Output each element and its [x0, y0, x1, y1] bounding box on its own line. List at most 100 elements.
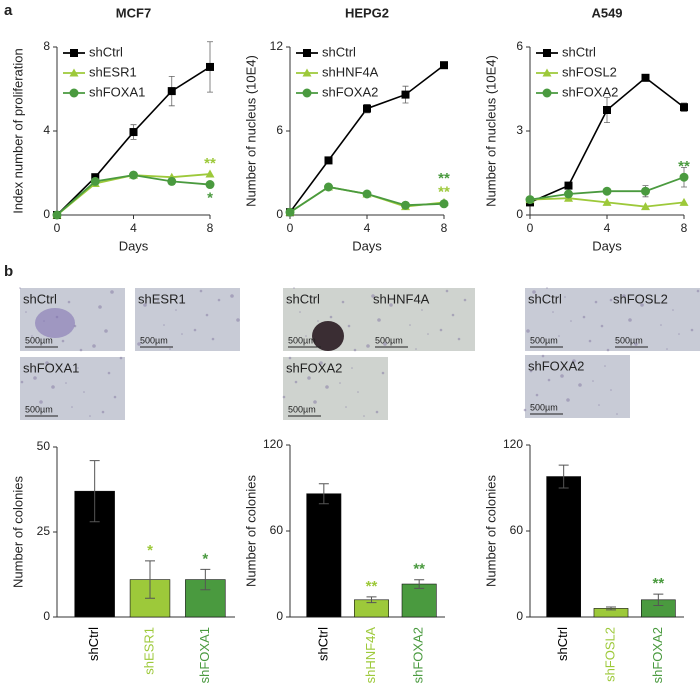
marker: [602, 186, 612, 196]
y-axis-label: Number of colonies: [483, 475, 498, 587]
micrograph-label: shFOSL2: [613, 291, 668, 306]
error-bar: [414, 579, 425, 589]
panel-label: a: [4, 2, 13, 19]
x-tick-label: shESR1: [141, 627, 156, 675]
cell-speck: [341, 300, 345, 304]
cell-speck: [366, 344, 370, 348]
marker: [206, 62, 214, 71]
micrograph-label: shCtrl: [23, 291, 57, 306]
cell-speck: [654, 300, 656, 302]
cell-speck: [143, 303, 147, 307]
error-bar: [200, 568, 211, 591]
significance-mark: *: [147, 542, 153, 559]
cell-speck: [20, 380, 24, 384]
cell-speck: [71, 406, 73, 408]
scale-label: 500µm: [288, 404, 316, 414]
marker: [205, 180, 215, 190]
cell-speck: [383, 342, 387, 346]
cell-speck: [564, 296, 566, 298]
significance-mark: *: [207, 190, 213, 207]
scale-label: 500µm: [25, 404, 53, 414]
cell-speck: [594, 300, 598, 304]
cell-speck: [67, 300, 71, 304]
marker: [680, 103, 688, 112]
scale-label: 500µm: [615, 335, 643, 345]
cell-speck: [445, 289, 449, 293]
marker: [439, 199, 449, 209]
legend-label: shFOSL2: [562, 64, 617, 79]
cell-speck: [25, 311, 27, 313]
cell-speck: [319, 361, 323, 365]
marker: [362, 189, 372, 199]
bar: [401, 583, 437, 618]
marker: [324, 156, 333, 165]
cell-speck: [696, 289, 700, 293]
cell-speck: [403, 300, 405, 302]
marker: [302, 68, 312, 77]
cell-speck: [451, 313, 455, 317]
error-bar: [89, 460, 100, 523]
marker: [564, 189, 573, 199]
significance-mark: **: [438, 170, 450, 187]
cell-speck: [307, 376, 311, 380]
error-bar: [558, 464, 569, 489]
micrograph: [283, 357, 388, 420]
micrograph-label: shFOXA2: [528, 358, 584, 373]
cell-speck: [51, 385, 55, 389]
marker: [303, 49, 311, 57]
cell-speck: [427, 333, 429, 335]
y-tick-label: 6: [516, 39, 523, 53]
marker: [167, 87, 176, 96]
marker: [285, 207, 295, 217]
cell-speck: [339, 382, 341, 384]
scale-label: 500µm: [530, 335, 558, 345]
significance-mark: **: [366, 578, 378, 595]
cell-speck: [39, 400, 43, 404]
y-tick-label: 120: [263, 437, 283, 451]
y-tick-label: 120: [503, 437, 523, 451]
x-axis-label: Days: [352, 238, 382, 253]
error-bar: [606, 606, 616, 611]
error-bar: [318, 483, 329, 505]
chart-title: HEPG2: [345, 5, 389, 20]
y-tick-label: 0: [276, 207, 283, 221]
cell-speck: [113, 395, 117, 399]
cell-speck: [421, 309, 423, 311]
marker: [401, 200, 410, 210]
cell-speck: [347, 324, 351, 328]
cell-speck: [541, 354, 545, 358]
cell-speck: [230, 294, 234, 298]
cell-speck: [363, 415, 365, 417]
y-tick-label: 0: [43, 609, 50, 623]
scale-label: 500µm: [140, 335, 168, 345]
micrograph-label: shESR1: [138, 291, 186, 306]
bar: [306, 493, 342, 618]
cell-speck: [293, 287, 295, 289]
marker: [564, 181, 573, 190]
x-tick-label: shFOXA1: [197, 627, 212, 683]
marker: [641, 186, 650, 196]
cell-speck: [169, 348, 171, 350]
micrograph: [135, 288, 240, 351]
marker: [69, 68, 79, 77]
marker: [542, 88, 552, 98]
cell-speck: [610, 389, 612, 391]
cell-speck: [381, 371, 385, 375]
legend-label: shHNF4A: [322, 64, 379, 79]
micrograph-label: shHNF4A: [373, 291, 430, 306]
scale-label: 500µm: [288, 335, 316, 345]
marker: [679, 197, 689, 206]
marker: [324, 182, 333, 192]
micrograph: [525, 355, 630, 418]
scale-label: 500µm: [375, 335, 403, 345]
cell-speck: [439, 328, 443, 332]
x-tick-label: shFOXA2: [650, 627, 665, 683]
cell-speck: [371, 294, 375, 298]
cell-speck: [558, 335, 560, 337]
marker: [70, 49, 78, 57]
y-tick-label: 6: [276, 123, 283, 137]
cell-speck: [409, 324, 411, 326]
marker: [603, 106, 611, 114]
cell-speck: [98, 305, 102, 309]
marker: [602, 197, 612, 206]
